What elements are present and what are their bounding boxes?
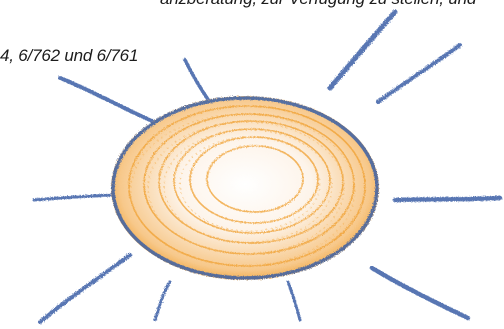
sun-rays [32,9,503,324]
document-text-line-2: 4, 6/762 und 6/761 [0,46,139,65]
sun-ray [38,253,132,324]
sun-ray [58,76,170,130]
document-text-line-1: anzberatung, zur Verfügung zu stellen, u… [160,0,476,9]
sun-ray [369,265,471,321]
sun-ray [376,43,462,104]
sun-body [111,96,379,280]
sun-ray [153,280,172,322]
sun-ray [286,280,302,322]
sun-ray [392,195,503,203]
sun-ray [32,193,120,202]
sun-ray [327,9,398,91]
